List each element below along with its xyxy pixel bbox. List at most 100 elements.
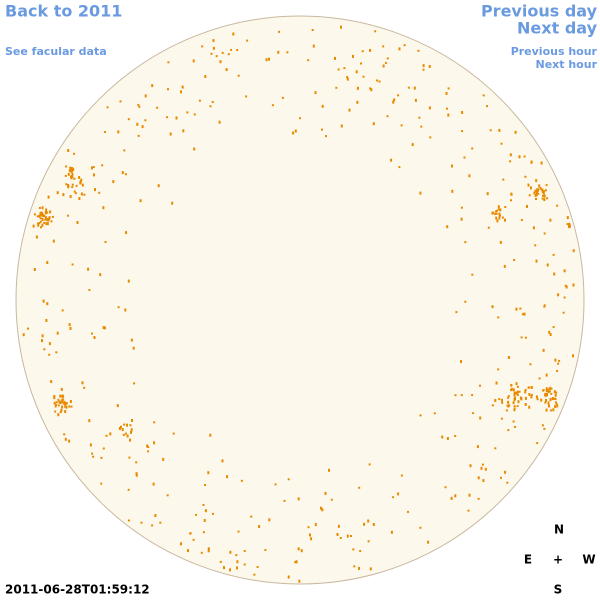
facular-point bbox=[235, 554, 238, 557]
facular-point bbox=[514, 130, 517, 134]
facular-point bbox=[246, 39, 249, 42]
facular-point bbox=[499, 240, 502, 244]
facular-point bbox=[68, 439, 71, 443]
facular-point bbox=[35, 235, 38, 239]
compass-south: S bbox=[554, 583, 563, 597]
facular-point bbox=[536, 190, 539, 192]
facular-point bbox=[508, 404, 511, 407]
facular-point bbox=[63, 400, 66, 403]
facular-point bbox=[139, 199, 142, 203]
facular-point bbox=[476, 445, 479, 449]
facular-point bbox=[540, 161, 543, 165]
facular-point bbox=[46, 261, 49, 264]
facular-point bbox=[151, 524, 154, 527]
facular-point bbox=[544, 401, 547, 404]
facular-point bbox=[100, 456, 103, 459]
facular-point bbox=[463, 156, 466, 159]
facular-point bbox=[227, 53, 230, 56]
facular-point bbox=[221, 459, 224, 463]
facular-point bbox=[497, 205, 500, 209]
next-day-link[interactable]: Next day bbox=[517, 19, 598, 38]
facular-point bbox=[41, 334, 44, 338]
facular-point bbox=[59, 394, 62, 398]
facular-point bbox=[187, 549, 189, 553]
facular-point bbox=[55, 403, 57, 406]
facular-point bbox=[250, 515, 253, 518]
facular-point bbox=[538, 184, 541, 188]
back-link[interactable]: Back to 2011 bbox=[5, 2, 122, 21]
facular-point bbox=[39, 220, 42, 223]
facular-point bbox=[63, 433, 66, 436]
facular-point bbox=[512, 420, 515, 423]
facular-point bbox=[22, 333, 25, 337]
facular-point bbox=[37, 222, 40, 225]
facular-point bbox=[300, 549, 303, 553]
facular-point bbox=[446, 107, 448, 110]
facular-point bbox=[46, 218, 49, 220]
facular-point bbox=[321, 128, 323, 131]
facular-link[interactable]: See facular data bbox=[5, 45, 107, 58]
facular-point bbox=[359, 550, 362, 552]
facular-point bbox=[75, 184, 78, 187]
facular-point bbox=[67, 184, 70, 187]
facular-point bbox=[530, 160, 533, 163]
facular-point bbox=[378, 80, 381, 83]
facular-point bbox=[243, 550, 246, 552]
facular-point bbox=[281, 96, 284, 99]
facular-point bbox=[572, 354, 574, 358]
facular-point bbox=[398, 166, 401, 169]
previous-hour-link[interactable]: Previous hour bbox=[511, 45, 598, 58]
facular-point bbox=[370, 88, 373, 92]
compass-north: N bbox=[554, 523, 564, 537]
facular-point bbox=[124, 308, 127, 312]
facular-point bbox=[428, 65, 431, 68]
facular-point bbox=[245, 95, 248, 98]
facular-point bbox=[237, 74, 240, 77]
facular-point bbox=[298, 579, 301, 583]
facular-point bbox=[209, 105, 212, 108]
facular-point bbox=[171, 201, 174, 205]
facular-point bbox=[294, 129, 297, 133]
facular-point bbox=[563, 296, 566, 299]
facular-point bbox=[118, 427, 121, 430]
facular-point bbox=[346, 76, 349, 79]
facular-point bbox=[121, 428, 124, 432]
facular-point bbox=[362, 75, 365, 78]
facular-point bbox=[543, 194, 546, 198]
facular-point bbox=[101, 164, 104, 167]
facular-point bbox=[407, 86, 410, 89]
facular-point bbox=[491, 404, 494, 407]
facular-point bbox=[144, 94, 147, 98]
facular-point bbox=[141, 125, 144, 129]
facular-point bbox=[500, 142, 503, 145]
facular-point bbox=[479, 416, 482, 420]
facular-point bbox=[33, 268, 36, 271]
previous-day-link[interactable]: Previous day bbox=[481, 2, 598, 21]
facular-point bbox=[460, 217, 463, 221]
facular-point bbox=[353, 565, 356, 568]
facular-point bbox=[460, 394, 463, 397]
facular-point bbox=[497, 368, 500, 371]
facular-point bbox=[397, 492, 400, 496]
facular-point bbox=[70, 405, 73, 408]
facular-point bbox=[524, 396, 527, 400]
facular-point bbox=[523, 312, 526, 316]
facular-point bbox=[89, 443, 92, 447]
facular-point bbox=[535, 259, 538, 263]
facular-point bbox=[226, 475, 229, 479]
next-hour-link[interactable]: Next hour bbox=[536, 58, 598, 71]
facular-point bbox=[286, 51, 289, 54]
facular-point bbox=[81, 183, 84, 187]
facular-point bbox=[555, 391, 558, 394]
facular-point bbox=[554, 405, 557, 409]
facular-point bbox=[61, 405, 64, 409]
facular-point bbox=[337, 524, 340, 528]
facular-point bbox=[554, 398, 557, 401]
facular-point bbox=[510, 383, 513, 386]
facular-point bbox=[230, 48, 233, 51]
facular-point bbox=[498, 128, 501, 132]
facular-point bbox=[513, 259, 516, 261]
facular-point bbox=[40, 214, 43, 217]
facular-point bbox=[44, 216, 47, 220]
facular-point bbox=[340, 124, 343, 128]
